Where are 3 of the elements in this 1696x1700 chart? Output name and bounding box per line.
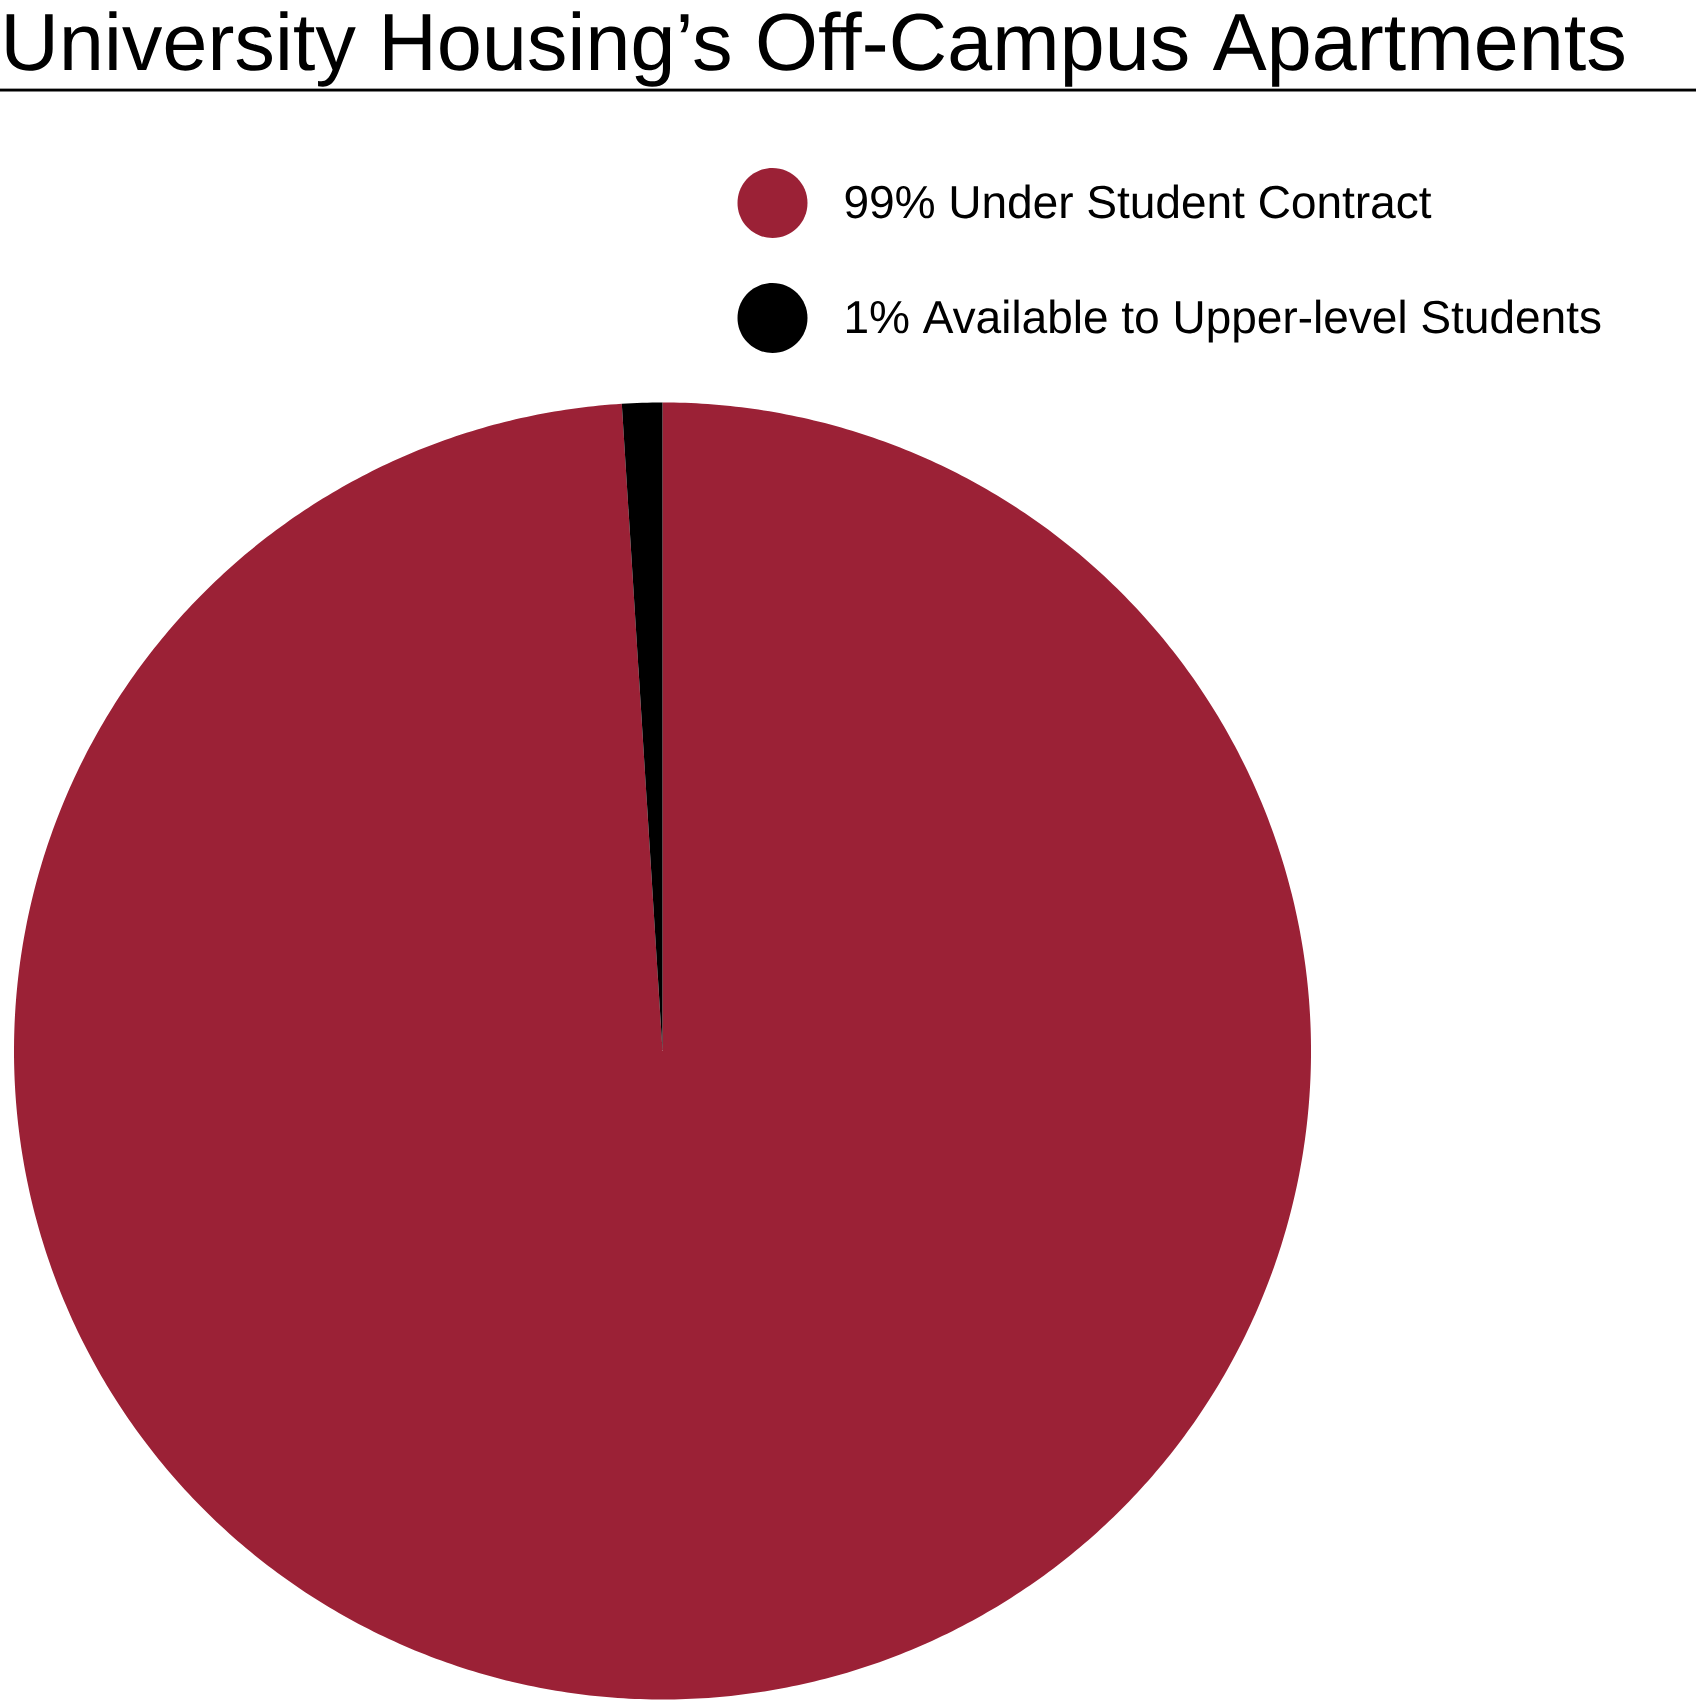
legend-label: 99% Under Student Contract bbox=[845, 184, 1432, 219]
chart-title: University Housing’s Off-Campus Apartments bbox=[6, 11, 1624, 87]
legend-label: 1% Available to Upper-level Students bbox=[847, 299, 1601, 343]
